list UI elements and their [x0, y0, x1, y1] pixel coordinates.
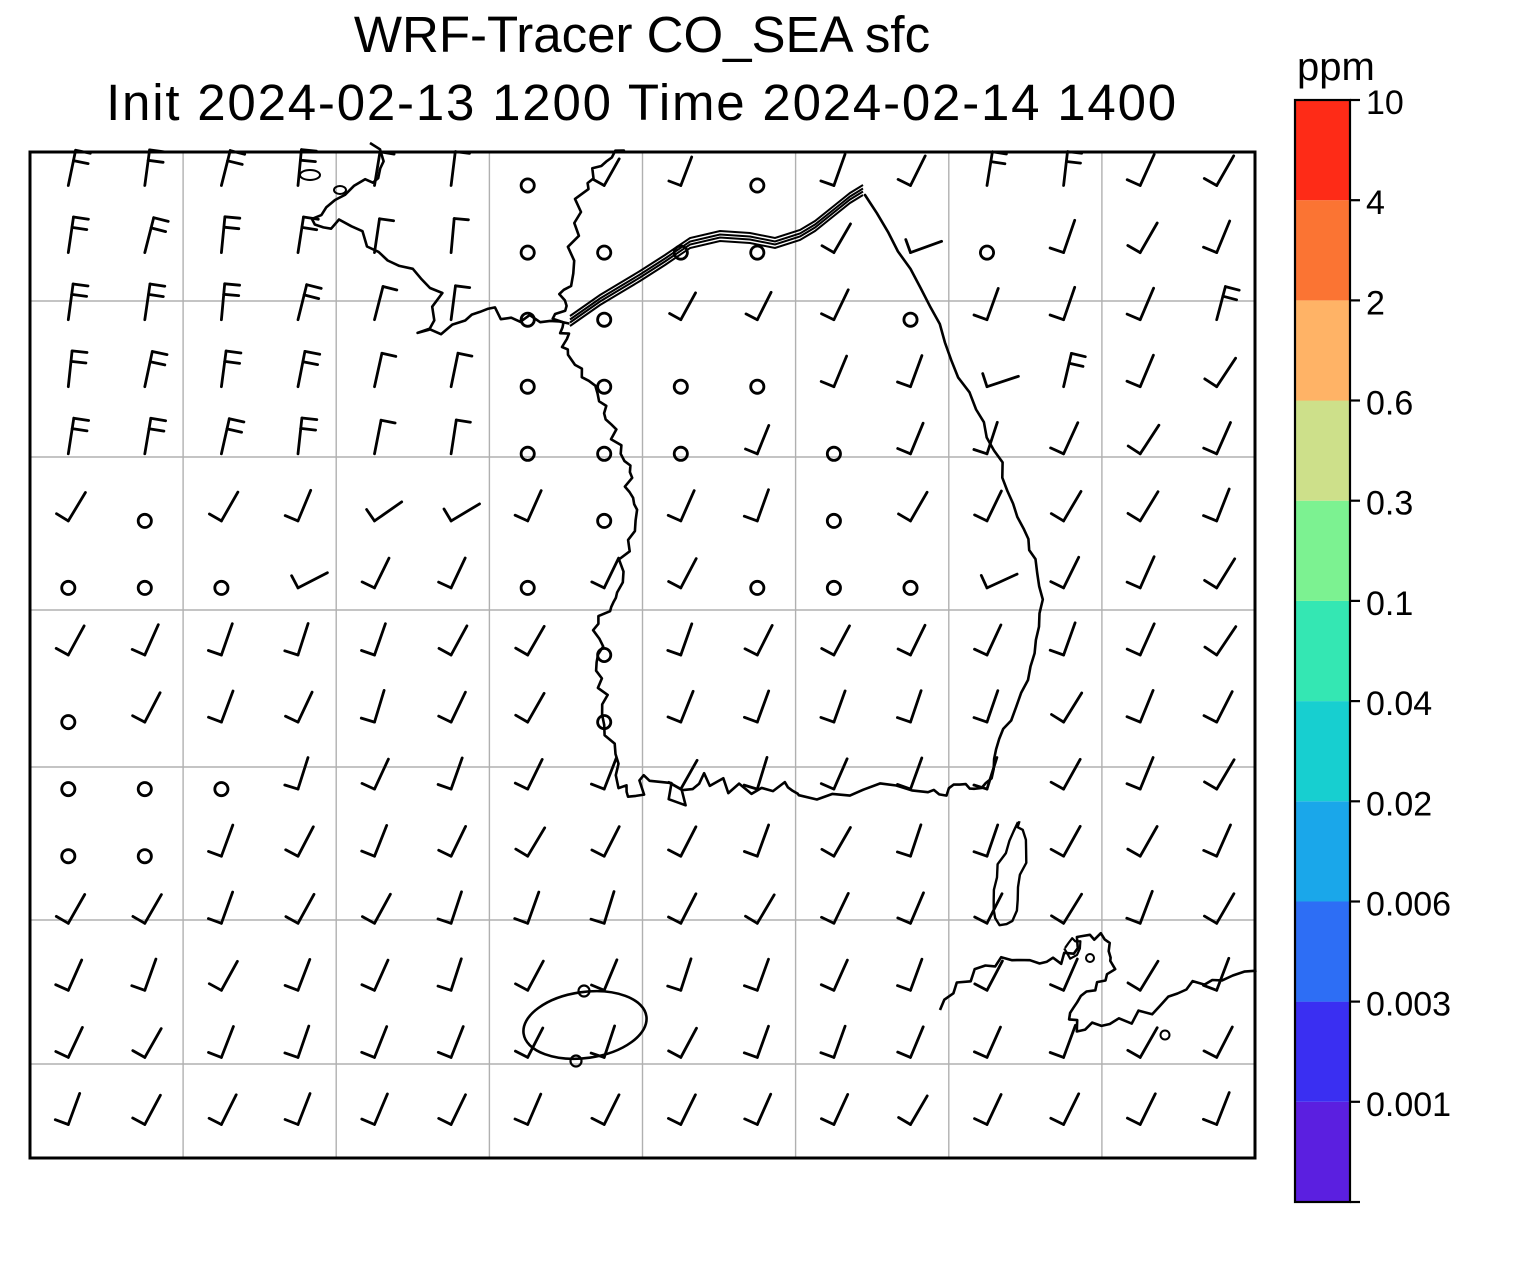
svg-text:0.02: 0.02 — [1366, 785, 1432, 823]
svg-text:0.006: 0.006 — [1366, 886, 1451, 924]
svg-text:10: 10 — [1366, 84, 1404, 122]
svg-text:4: 4 — [1366, 184, 1385, 222]
svg-text:2: 2 — [1366, 284, 1385, 322]
svg-text:0.003: 0.003 — [1366, 986, 1451, 1024]
svg-text:0.04: 0.04 — [1366, 685, 1432, 723]
svg-text:0.1: 0.1 — [1366, 585, 1413, 623]
svg-text:ppm: ppm — [1297, 45, 1375, 89]
svg-text:0.001: 0.001 — [1366, 1086, 1451, 1124]
svg-text:0.6: 0.6 — [1366, 385, 1413, 423]
svg-text:0.3: 0.3 — [1366, 485, 1413, 523]
svg-text:Init 2024-02-13 1200 Time 2024: Init 2024-02-13 1200 Time 2024-02-14 140… — [106, 74, 1178, 131]
svg-text:WRF-Tracer CO_SEA sfc: WRF-Tracer CO_SEA sfc — [354, 6, 930, 63]
